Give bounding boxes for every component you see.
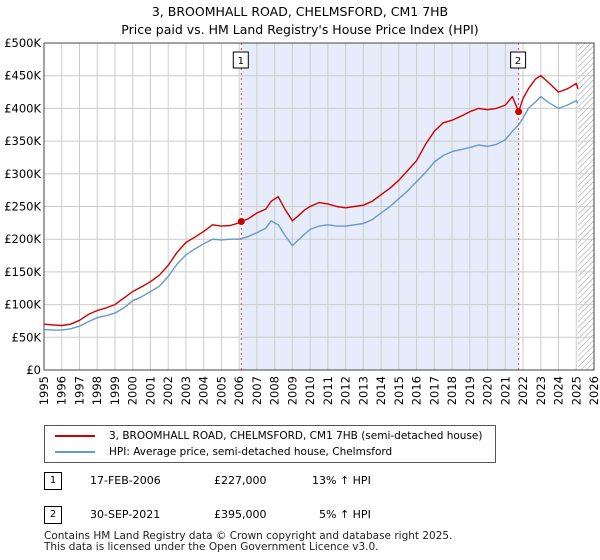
y-tick-label: £0 (26, 363, 41, 377)
x-tick-label: 2010 (303, 376, 317, 405)
legend-item-hpi: HPI: Average price, semi-detached house,… (55, 444, 392, 460)
transaction-date: 30-SEP-2021 (90, 508, 161, 521)
transaction-hpi-change: 13% ↑ HPI (312, 474, 371, 487)
y-tick-label: £400K (4, 101, 41, 115)
y-tick-label: £500K (4, 36, 41, 50)
legend-label-property: 3, BROOMHALL ROAD, CHELMSFORD, CM1 7HB (… (109, 430, 483, 442)
x-tick-label: 2025 (569, 376, 583, 405)
series-line-hpi (43, 95, 579, 331)
x-tick-label: 2021 (498, 376, 512, 405)
transaction-price: £227,000 (214, 474, 267, 487)
y-tick-label: £350K (4, 134, 41, 148)
x-tick-label: 2022 (516, 376, 530, 405)
transaction-number-badge: 2 (44, 506, 62, 524)
y-tick-label: £100K (4, 298, 41, 312)
annotation-label-2: 2 (515, 56, 521, 67)
x-tick-label: 2012 (339, 376, 353, 405)
y-tick-label: £300K (4, 167, 41, 181)
x-tick-label: 2001 (143, 376, 157, 405)
x-tick-label: 2011 (321, 376, 335, 405)
x-tick-label: 2019 (463, 376, 477, 405)
chart-subtitle: Price paid vs. HM Land Registry's House … (121, 22, 479, 37)
legend: 3, BROOMHALL ROAD, CHELMSFORD, CM1 7HB (… (44, 425, 496, 463)
x-tick-label: 2016 (410, 376, 424, 405)
footer-licence: This data is licensed under the Open Gov… (44, 541, 379, 553)
legend-swatch-hpi (55, 451, 95, 453)
x-tick-label: 2003 (179, 376, 193, 405)
x-tick-label: 1997 (72, 376, 86, 405)
plot-frame (43, 42, 595, 371)
y-tick-label: £50K (12, 330, 42, 344)
x-tick-label: 2020 (481, 376, 495, 405)
x-tick-label: 2024 (552, 376, 566, 405)
x-tick-label: 2002 (161, 376, 175, 405)
x-tick-label: 2004 (197, 376, 211, 405)
x-tick-label: 2013 (356, 376, 370, 405)
x-tick-label: 2000 (126, 376, 140, 405)
table-row: 1 17-FEB-2006 £227,000 13% ↑ HPI (44, 472, 544, 490)
annotation-box-1 (232, 51, 249, 69)
x-tick-label: 2017 (427, 376, 441, 405)
table-row: 2 30-SEP-2021 £395,000 5% ↑ HPI (44, 506, 544, 524)
sale-point-2 (515, 108, 523, 116)
x-tick-label: 2006 (232, 376, 246, 405)
sale-point-1 (237, 218, 245, 226)
footer: Contains HM Land Registry data © Crown c… (44, 531, 452, 553)
transaction-hpi-change: 5% ↑ HPI (319, 508, 371, 521)
y-tick-label: £250K (4, 200, 41, 214)
y-tick-label: £150K (4, 265, 41, 279)
x-tick-label: 2023 (534, 376, 548, 405)
x-tick-label: 2005 (214, 376, 228, 405)
x-tick-label: 1999 (108, 376, 122, 405)
legend-swatch-property (55, 435, 95, 437)
footer-copyright: Contains HM Land Registry data © Crown c… (44, 530, 453, 542)
series-line-property (43, 74, 579, 327)
transaction-number-badge: 1 (44, 472, 62, 490)
transaction-price: £395,000 (214, 508, 267, 521)
chart-area: £0 £50K £100K £150K £200K £250K £300K £350K £400… (4, 36, 600, 405)
x-tick-label: 2026 (587, 376, 600, 405)
annotation-label-1: 1 (238, 56, 244, 67)
y-tick-label: £200K (4, 232, 41, 246)
chart-title: 3, BROOMHALL ROAD, CHELMSFORD, CM1 7HB (151, 4, 449, 19)
x-tick-label: 2008 (268, 376, 282, 405)
x-tick-label: 1998 (90, 376, 104, 405)
x-tick-label: 2014 (374, 376, 388, 405)
annotation-box-2 (510, 51, 527, 69)
x-tick-label: 1995 (37, 376, 51, 405)
x-tick-label: 2009 (285, 376, 299, 405)
x-tick-label: 2007 (250, 376, 264, 405)
x-tick-label: 1996 (55, 376, 69, 405)
transaction-date: 17-FEB-2006 (90, 474, 161, 487)
legend-label-hpi: HPI: Average price, semi-detached house,… (109, 446, 393, 458)
x-tick-label: 2018 (445, 376, 459, 405)
y-tick-label: £450K (4, 69, 41, 83)
legend-item-property: 3, BROOMHALL ROAD, CHELMSFORD, CM1 7HB (… (55, 428, 483, 444)
x-tick-label: 2015 (392, 376, 406, 405)
